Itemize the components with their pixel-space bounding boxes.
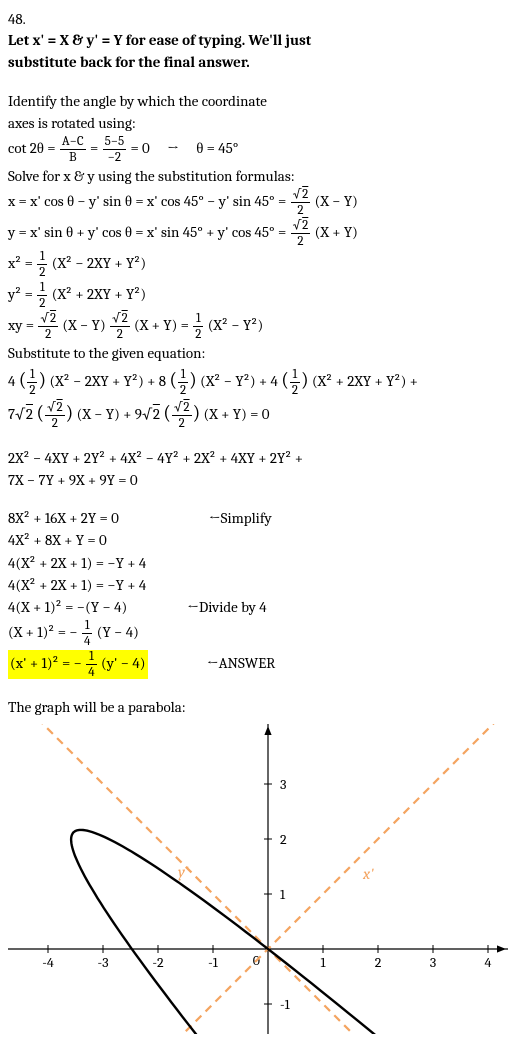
svg-text:4: 4 xyxy=(485,954,492,971)
simp2: 4X² + 8X + Y = 0 xyxy=(8,530,501,550)
eq-zero: = 0 xyxy=(130,139,149,157)
y2-line: y² = 12 (X² + 2XY + Y²) xyxy=(8,281,501,310)
svg-text:2: 2 xyxy=(375,954,382,971)
svg-text:x': x' xyxy=(362,865,374,883)
svg-text:2: 2 xyxy=(280,831,287,848)
svg-text:y': y' xyxy=(178,863,189,881)
expand-2: 7X − 7Y + 9X + 9Y = 0 xyxy=(8,470,501,490)
svg-text:-1: -1 xyxy=(208,954,219,971)
x-line: x = x' cos θ − y' sin θ = x' cos 45° − y… xyxy=(8,188,501,217)
arrow-icon: → xyxy=(167,138,179,158)
svg-text:3: 3 xyxy=(280,776,286,793)
theta-result: θ = 45° xyxy=(196,139,238,157)
cot-line: cot 2θ = A−CB = 5−5−2 = 0 → θ = 45° xyxy=(8,135,501,164)
graph-label: The graph will be a parabola: xyxy=(8,697,501,717)
cot-label: cot 2θ = xyxy=(8,139,56,157)
parabola-graph: -4-3-2-11234-2-11230x'y' xyxy=(8,724,508,1034)
expand-1: 2X² − 4XY + 2Y² + 4X² − 4Y² + 2X² + 4XY … xyxy=(8,448,501,468)
sub-line-1: 4 (12) (X² − 2XY + Y²) + 8 (12) (X² − Y²… xyxy=(8,366,501,397)
simplify-annotation: ←Simplify xyxy=(209,508,272,528)
step1b: axes is rotated using: xyxy=(8,113,501,133)
svg-text:-1: -1 xyxy=(280,996,291,1013)
svg-text:-2: -2 xyxy=(152,954,164,971)
problem-number: 48. xyxy=(8,10,501,28)
simp6: (X + 1)² = − 14 (Y − 4) xyxy=(8,619,501,648)
frac-ac: A−CB xyxy=(60,135,86,164)
divide-annotation: ←Divide by 4 xyxy=(187,597,266,617)
svg-text:1: 1 xyxy=(320,954,326,971)
sub-label: Substitute to the given equation: xyxy=(8,343,501,363)
sub-line-2: 7√2 (√22) (X − Y) + 9√2 (√22) (X + Y) = … xyxy=(8,399,501,430)
frac-55: 5−5−2 xyxy=(103,135,127,164)
svg-text:-4: -4 xyxy=(42,954,54,971)
svg-text:3: 3 xyxy=(430,954,436,971)
simp1: 8X² + 16X + 2Y = 0←Simplify xyxy=(8,508,501,528)
intro-line-2: substitute back for the final answer. xyxy=(8,52,501,72)
svg-text:-3: -3 xyxy=(97,954,108,971)
step1a: Identify the angle by which the coordina… xyxy=(8,91,501,111)
svg-text:1: 1 xyxy=(280,886,286,903)
answer-annotation: ←ANSWER xyxy=(207,653,276,673)
answer-line: (x' + 1)² = − 14 (y' − 4) ←ANSWER xyxy=(8,650,501,679)
y-line: y = x' sin θ + y' cos θ = x' sin 45° + y… xyxy=(8,219,501,248)
simp3: 4(X² + 2X + 1) = −Y + 4 xyxy=(8,553,501,573)
xy-line: xy = √22 (X − Y) √22 (X + Y) = 12 (X² − … xyxy=(8,312,501,341)
step2: Solve for x & y using the substitution f… xyxy=(8,166,501,186)
intro-line-1: Let x' = X & y' = Y for ease of typing. … xyxy=(8,30,501,50)
simp5: 4(X + 1)² = −(Y − 4)←Divide by 4 xyxy=(8,597,501,617)
x2-line: x² = 12 (X² − 2XY + Y²) xyxy=(8,250,501,279)
simp4: 4(X² + 2X + 1) = −Y + 4 xyxy=(8,575,501,595)
